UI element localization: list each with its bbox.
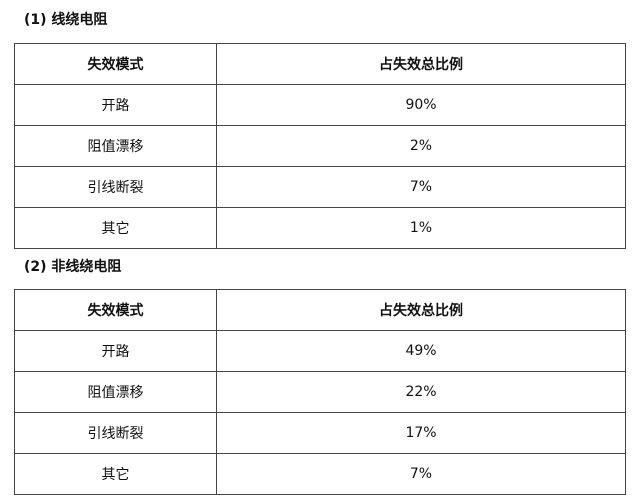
failure-ratio-cell: 49% (216, 330, 626, 372)
failure-mode-cell: 引线断裂 (14, 412, 217, 454)
failure-mode-cell: 其它 (14, 453, 217, 495)
failure-ratio-cell: 90% (216, 84, 626, 126)
header-failure-mode: 失效模式 (14, 289, 217, 331)
failure-mode-cell: 开路 (14, 330, 217, 372)
failure-mode-cell: 阻值漂移 (14, 371, 217, 413)
wirewound-failure-table: 失效模式 占失效总比例 开路 90% 阻值漂移 2% 引线断裂 7% 其它 1% (14, 43, 626, 249)
failure-mode-cell: 引线断裂 (14, 166, 217, 208)
header-failure-ratio: 占失效总比例 (216, 43, 626, 85)
table-row: 引线断裂 17% (14, 412, 626, 454)
table-row: 阻值漂移 2% (14, 125, 626, 167)
failure-mode-cell: 开路 (14, 84, 217, 126)
table-row: 引线断裂 7% (14, 166, 626, 208)
table-header-row: 失效模式 占失效总比例 (14, 43, 626, 85)
section-title-wirewound: (1) 线绕电阻 (24, 12, 108, 28)
table-row: 阻值漂移 22% (14, 371, 626, 413)
failure-mode-cell: 其它 (14, 207, 217, 249)
failure-ratio-cell: 22% (216, 371, 626, 413)
table-row: 其它 1% (14, 207, 626, 249)
table-header-row: 失效模式 占失效总比例 (14, 289, 626, 331)
section-title-non-wirewound: (2) 非线绕电阻 (24, 259, 122, 275)
header-failure-ratio: 占失效总比例 (216, 289, 626, 331)
header-failure-mode: 失效模式 (14, 43, 217, 85)
failure-ratio-cell: 7% (216, 453, 626, 495)
failure-ratio-cell: 1% (216, 207, 626, 249)
table-row: 开路 49% (14, 330, 626, 372)
failure-ratio-cell: 2% (216, 125, 626, 167)
table-row: 其它 7% (14, 453, 626, 495)
table-row: 开路 90% (14, 84, 626, 126)
failure-ratio-cell: 17% (216, 412, 626, 454)
failure-mode-cell: 阻值漂移 (14, 125, 217, 167)
non-wirewound-failure-table: 失效模式 占失效总比例 开路 49% 阻值漂移 22% 引线断裂 17% 其它 … (14, 289, 626, 495)
failure-ratio-cell: 7% (216, 166, 626, 208)
